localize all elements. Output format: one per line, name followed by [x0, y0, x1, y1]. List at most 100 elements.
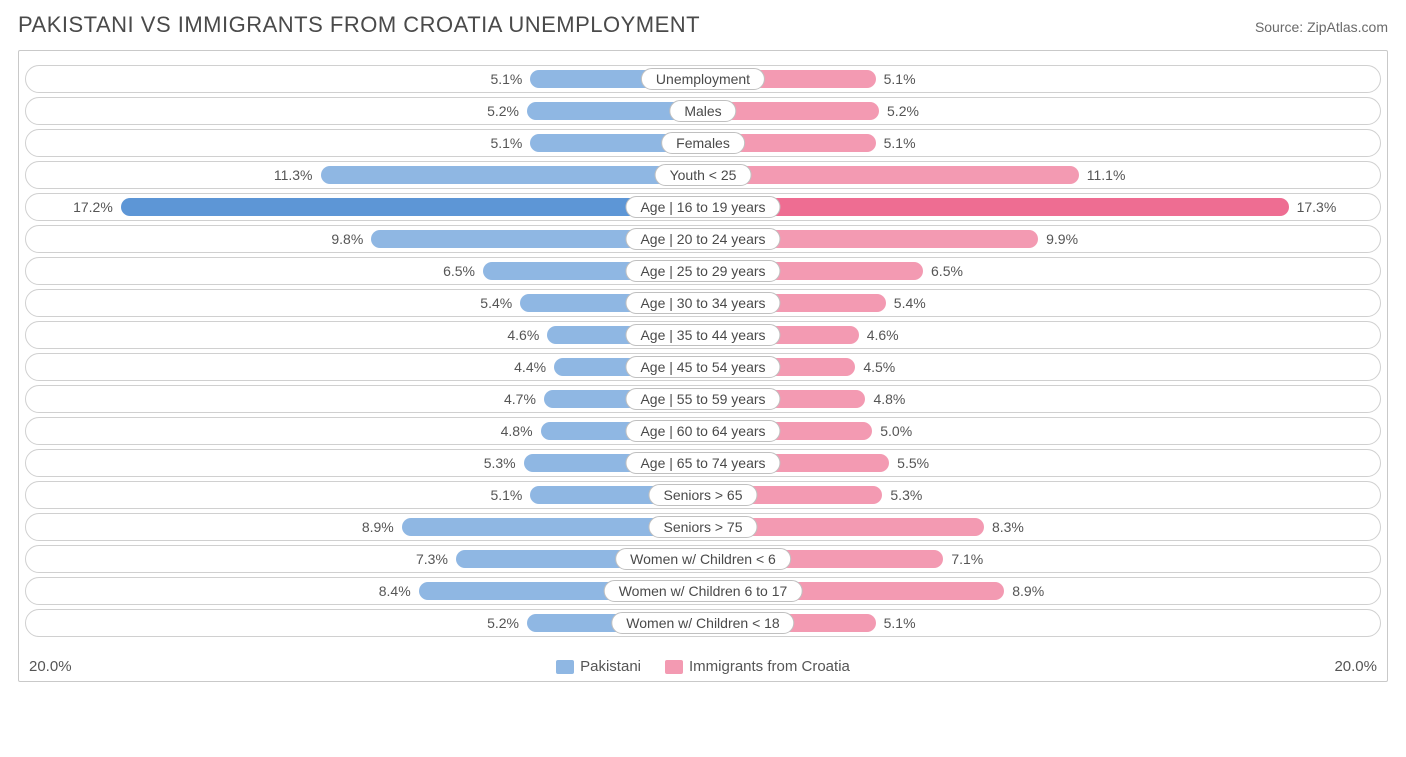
chart-source: Source: ZipAtlas.com — [1255, 19, 1388, 35]
bar-value-right: 5.2% — [887, 103, 919, 119]
row-category-label: Seniors > 75 — [649, 516, 758, 538]
chart-row: 5.2%5.1%Women w/ Children < 18 — [25, 609, 1381, 637]
row-category-label: Age | 45 to 54 years — [625, 356, 780, 378]
bar-value-right: 5.1% — [884, 135, 916, 151]
bar-half-right: 17.3% — [703, 194, 1380, 220]
legend-label-left: Pakistani — [580, 658, 641, 675]
bar-value-right: 4.6% — [867, 327, 899, 343]
bar-value-left: 7.3% — [416, 551, 448, 567]
bar-half-right: 8.9% — [703, 578, 1380, 604]
bar-value-right: 9.9% — [1046, 231, 1078, 247]
row-category-label: Unemployment — [641, 68, 765, 90]
bar-value-right: 5.1% — [884, 71, 916, 87]
bar-right: 11.1% — [703, 166, 1079, 184]
bar-value-left: 5.2% — [487, 615, 519, 631]
bar-value-left: 11.3% — [274, 167, 313, 183]
bar-value-right: 5.0% — [880, 423, 912, 439]
bar-value-right: 11.1% — [1087, 167, 1126, 183]
bar-value-left: 5.2% — [487, 103, 519, 119]
bar-half-left: 8.9% — [26, 514, 703, 540]
bar-half-right: 9.9% — [703, 226, 1380, 252]
bar-half-right: 5.1% — [703, 130, 1380, 156]
row-category-label: Males — [669, 100, 736, 122]
row-category-label: Age | 55 to 59 years — [625, 388, 780, 410]
bar-value-left: 5.1% — [490, 135, 522, 151]
bar-half-left: 5.1% — [26, 66, 703, 92]
bar-right: 17.3% — [703, 198, 1289, 216]
legend-label-right: Immigrants from Croatia — [689, 658, 850, 675]
row-category-label: Age | 60 to 64 years — [625, 420, 780, 442]
bar-half-right: 4.5% — [703, 354, 1380, 380]
legend-item-right: Immigrants from Croatia — [665, 658, 850, 675]
bar-half-right: 5.3% — [703, 482, 1380, 508]
bar-half-left: 5.2% — [26, 98, 703, 124]
diverging-bar-chart: 5.1%5.1%Unemployment5.2%5.2%Males5.1%5.1… — [18, 50, 1388, 682]
row-category-label: Females — [661, 132, 745, 154]
row-category-label: Women w/ Children 6 to 17 — [604, 580, 803, 602]
chart-row: 5.2% 5.2% Males — [25, 97, 1381, 125]
row-category-label: Age | 25 to 29 years — [625, 260, 780, 282]
bar-half-left: 5.2% — [26, 610, 703, 636]
bar-half-right: 5.1% — [703, 66, 1380, 92]
legend-swatch-right — [665, 660, 683, 674]
chart-row: 4.6%4.6%Age | 35 to 44 years — [25, 321, 1381, 349]
bar-value-left: 4.6% — [507, 327, 539, 343]
legend-item-left: Pakistani — [556, 658, 641, 675]
chart-row: 6.5% 6.5% Age | 25 to 29 years — [25, 257, 1381, 285]
bar-half-left: 7.3% — [26, 546, 703, 572]
bar-half-left: 5.1% — [26, 482, 703, 508]
bar-half-right: 5.2% — [703, 98, 1380, 124]
bar-half-right: 5.1% — [703, 610, 1380, 636]
bar-half-left: 8.4% — [26, 578, 703, 604]
bar-half-right: 5.4% — [703, 290, 1380, 316]
bar-value-left: 4.7% — [504, 391, 536, 407]
bar-value-right: 8.3% — [992, 519, 1024, 535]
chart-row: 4.7% 4.8% Age | 55 to 59 years — [25, 385, 1381, 413]
chart-legend: Pakistani Immigrants from Croatia — [556, 658, 850, 675]
chart-row: 5.1% 5.1% Unemployment — [25, 65, 1381, 93]
bar-value-left: 5.4% — [480, 295, 512, 311]
bar-half-left: 17.2% — [26, 194, 703, 220]
bar-value-right: 5.3% — [890, 487, 922, 503]
bar-value-left: 6.5% — [443, 263, 475, 279]
bar-half-left: 5.3% — [26, 450, 703, 476]
bar-value-right: 8.9% — [1012, 583, 1044, 599]
chart-row: 4.4% 4.5% Age | 45 to 54 years — [25, 353, 1381, 381]
bar-value-left: 5.1% — [490, 71, 522, 87]
chart-row: 5.4% 5.4% Age | 30 to 34 years — [25, 289, 1381, 317]
row-category-label: Age | 30 to 34 years — [625, 292, 780, 314]
bar-half-left: 5.4% — [26, 290, 703, 316]
chart-row: 8.9% 8.3% Seniors > 75 — [25, 513, 1381, 541]
chart-row: 17.2%17.3%Age | 16 to 19 years — [25, 193, 1381, 221]
bar-half-right: 7.1% — [703, 546, 1380, 572]
bar-value-left: 4.4% — [514, 359, 546, 375]
bar-half-left: 6.5% — [26, 258, 703, 284]
bar-value-right: 4.8% — [873, 391, 905, 407]
legend-swatch-left — [556, 660, 574, 674]
bar-value-left: 9.8% — [331, 231, 363, 247]
chart-title: PAKISTANI VS IMMIGRANTS FROM CROATIA UNE… — [18, 12, 700, 38]
bar-half-left: 4.6% — [26, 322, 703, 348]
bar-half-right: 4.8% — [703, 386, 1380, 412]
bar-half-right: 8.3% — [703, 514, 1380, 540]
bar-value-left: 8.9% — [362, 519, 394, 535]
bar-value-right: 17.3% — [1297, 199, 1337, 215]
bar-value-right: 5.1% — [884, 615, 916, 631]
bar-value-right: 6.5% — [931, 263, 963, 279]
bar-value-right: 7.1% — [951, 551, 983, 567]
axis-left-max: 20.0% — [29, 658, 72, 675]
bar-half-right: 11.1% — [703, 162, 1380, 188]
bar-half-left: 4.7% — [26, 386, 703, 412]
bar-value-right: 4.5% — [863, 359, 895, 375]
chart-row: 4.8% 5.0% Age | 60 to 64 years — [25, 417, 1381, 445]
bar-value-right: 5.4% — [894, 295, 926, 311]
row-category-label: Age | 20 to 24 years — [625, 228, 780, 250]
bar-half-right: 5.0% — [703, 418, 1380, 444]
bar-half-left: 4.8% — [26, 418, 703, 444]
axis-right-max: 20.0% — [1334, 658, 1377, 675]
chart-row: 8.4% 8.9% Women w/ Children 6 to 17 — [25, 577, 1381, 605]
row-category-label: Youth < 25 — [655, 164, 752, 186]
bar-left: 11.3% — [321, 166, 704, 184]
chart-row: 5.1% 5.1% Females — [25, 129, 1381, 157]
bar-value-right: 5.5% — [897, 455, 929, 471]
